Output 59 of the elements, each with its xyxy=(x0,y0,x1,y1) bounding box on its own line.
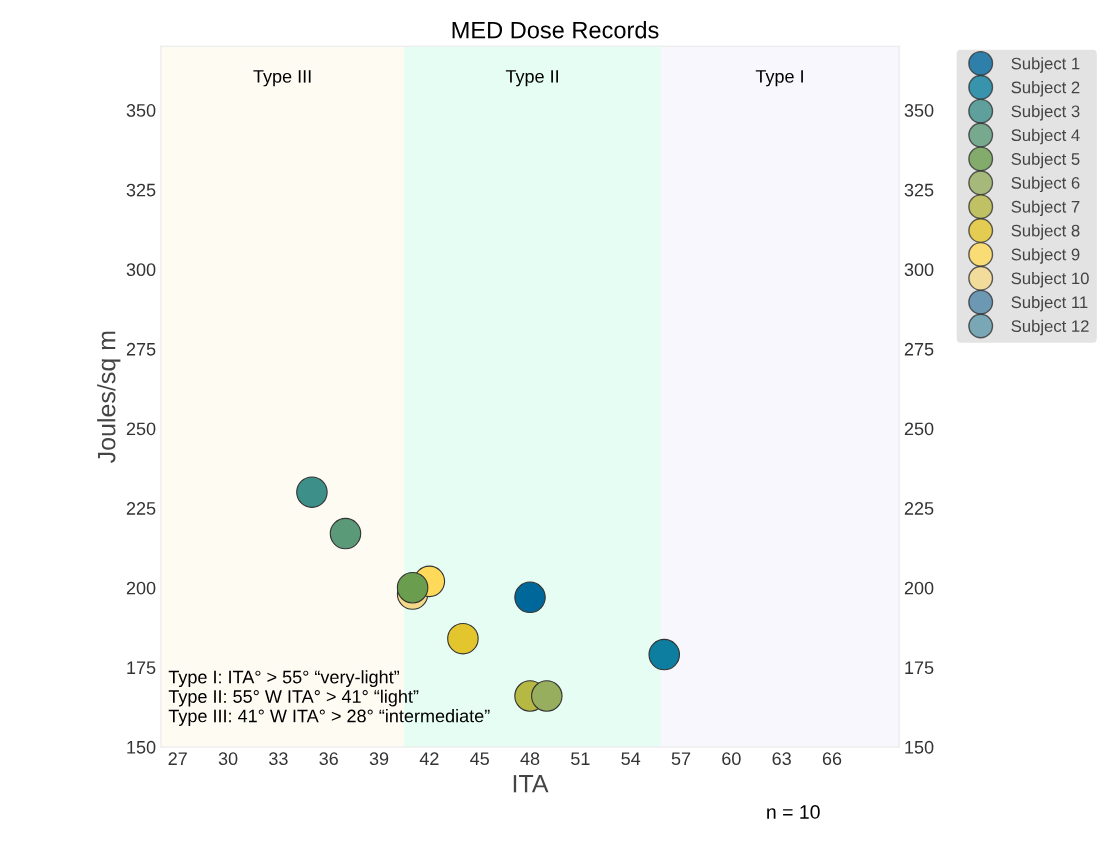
x-tick-label: 36 xyxy=(319,752,338,766)
x-tick-label: 63 xyxy=(772,752,791,766)
annotation: Type I: ITA° > 55° “very-light” Type II: 55° W ITA° > 41° “light” Type III: 41° W ITA° > 28° “intermediate” xyxy=(168,670,490,726)
x-tick-label: 39 xyxy=(369,752,389,766)
chart-title: MED Dose Records xyxy=(452,21,659,39)
band-label: Type III xyxy=(253,70,311,87)
x-tick-label: 48 xyxy=(520,752,540,766)
x-tick-label: 27 xyxy=(168,752,187,765)
legend-label: Subject 5 xyxy=(1011,152,1080,169)
x-tick-label: 66 xyxy=(822,752,842,766)
legend-label: Subject 2 xyxy=(1011,81,1080,97)
y-tick-label: 250 xyxy=(126,422,156,436)
y-tick-label: 225 xyxy=(126,502,156,515)
x-tick-label: 57 xyxy=(671,752,691,766)
legend-label: Subject 4 xyxy=(1011,128,1080,145)
legend-label: Subject 10 xyxy=(1011,272,1089,288)
y-tick-label: 325 xyxy=(126,183,156,197)
y-tick-label: 200 xyxy=(126,581,156,595)
y2-tick-label: 300 xyxy=(904,263,934,277)
legend-label: Subject 9 xyxy=(1011,248,1080,264)
x-tick-label: 60 xyxy=(722,752,741,766)
y-tick-label: 150 xyxy=(127,740,156,754)
point xyxy=(514,581,546,614)
legend-label: Subject 11 xyxy=(1011,295,1088,312)
y2-tick-label: 325 xyxy=(904,183,934,197)
point xyxy=(648,638,681,671)
point xyxy=(396,571,429,604)
x-tick-label: 54 xyxy=(621,752,641,766)
x-tick-label: 42 xyxy=(419,752,439,765)
y-tick-label: 275 xyxy=(126,342,156,356)
legend-label: Subject 1 xyxy=(1011,57,1080,73)
y2-tick-label: 250 xyxy=(904,422,934,436)
y2-tick-label: 200 xyxy=(904,581,934,595)
legend-label: Subject 6 xyxy=(1011,176,1080,193)
y-axis-title: Joules/sq m xyxy=(97,331,121,463)
point xyxy=(296,476,328,508)
legend-label: Subject 3 xyxy=(1011,104,1080,121)
y2-tick-label: 225 xyxy=(904,502,934,515)
legend-label: Subject 7 xyxy=(1011,200,1080,216)
x-tick-label: 45 xyxy=(470,752,489,766)
x-tick-label: 33 xyxy=(269,752,288,766)
y-tick-label: 300 xyxy=(126,263,156,277)
y2-tick-label: 350 xyxy=(904,104,934,117)
y-tick-label: 175 xyxy=(127,661,156,675)
x-tick-label: 30 xyxy=(218,752,238,766)
text: n = 10 xyxy=(767,805,820,819)
y2-tick-label: 275 xyxy=(904,342,934,356)
point xyxy=(531,680,563,712)
y2-tick-label: 175 xyxy=(905,661,934,675)
y2-tick-label: 150 xyxy=(905,740,934,754)
x-axis-title: ITA xyxy=(513,775,549,793)
legend-label: Subject 8 xyxy=(1011,224,1080,240)
y-tick-label: 350 xyxy=(126,104,156,117)
x-tick-label: 51 xyxy=(571,752,590,766)
band-label: Type II xyxy=(505,70,558,87)
point xyxy=(447,622,479,655)
legend-label: Subject 12 xyxy=(1011,319,1089,336)
band-label: Type I xyxy=(755,70,803,87)
point xyxy=(329,517,362,550)
